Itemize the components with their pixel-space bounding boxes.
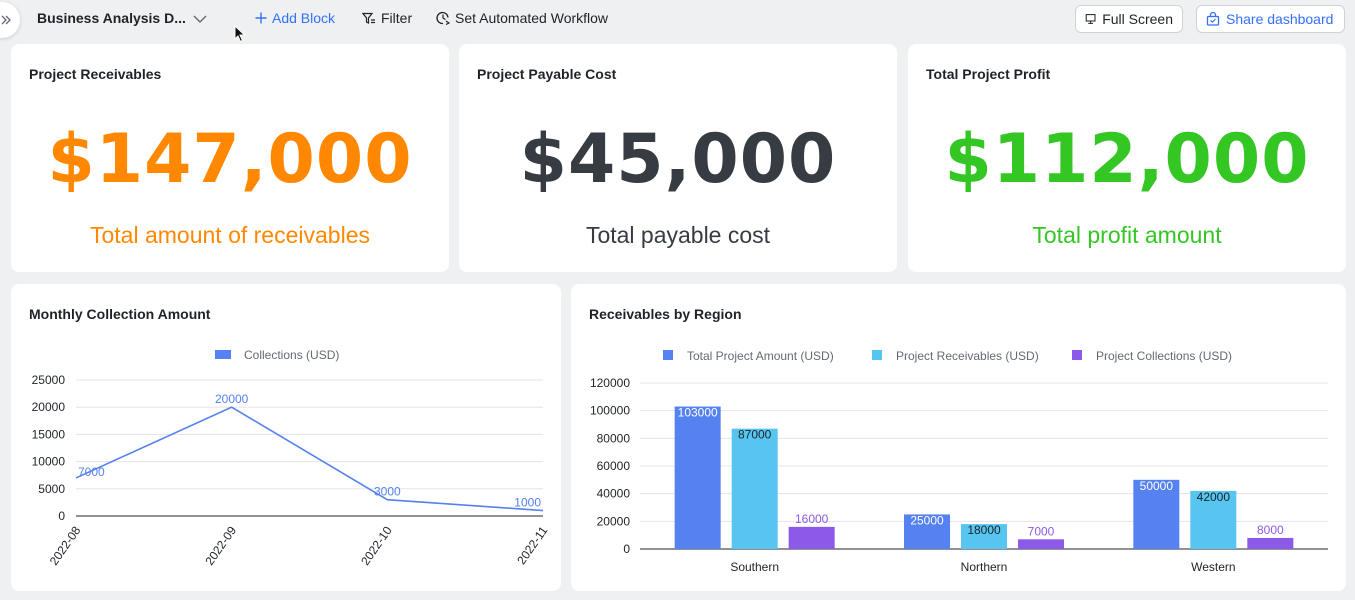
- x-tick-label: 2022-09: [202, 523, 239, 567]
- data-label: 3000: [374, 485, 401, 499]
- data-label: 7000: [1028, 524, 1055, 538]
- bar: [1247, 537, 1294, 549]
- data-label: 25000: [910, 513, 944, 527]
- set-automated-workflow-button[interactable]: Set Automated Workflow: [436, 10, 608, 26]
- plus-icon: [255, 12, 267, 24]
- legend-label: Project Receivables (USD): [896, 349, 1039, 363]
- bar: [731, 428, 778, 549]
- data-label: 16000: [795, 512, 829, 526]
- bar-chart-card[interactable]: Receivables by Region Total Project Amou…: [571, 284, 1346, 591]
- dashboard-toolbar: Business Analysis D... Add Block Filter …: [0, 0, 1355, 43]
- filter-icon: [362, 12, 375, 24]
- legend-label: Project Collections (USD): [1096, 349, 1232, 363]
- kpi-value: $147,000: [47, 120, 413, 199]
- y-tick-label: 60000: [597, 459, 631, 473]
- x-tick-label: Southern: [730, 560, 779, 574]
- data-label: 103000: [678, 406, 718, 420]
- chevron-down-icon[interactable]: [192, 11, 208, 27]
- kpi-card-profit[interactable]: Total Project Profit $112,000 Total prof…: [908, 44, 1346, 272]
- presentation-screen-icon: [1085, 14, 1096, 24]
- data-label: 42000: [1197, 490, 1231, 504]
- kpi-card-receivables[interactable]: Project Receivables $147,000 Total amoun…: [11, 44, 449, 272]
- y-tick-label: 100000: [590, 404, 630, 418]
- workflow-icon: [436, 11, 450, 25]
- y-tick-label: 0: [58, 509, 65, 523]
- legend-swatch: [872, 350, 882, 360]
- x-tick-label: 2022-11: [514, 523, 550, 567]
- card-title: Total Project Profit: [926, 66, 1051, 82]
- y-tick-label: 5000: [38, 482, 65, 496]
- kpi-value: $112,000: [944, 120, 1310, 199]
- kpi-value: $45,000: [519, 120, 837, 199]
- bar: [904, 514, 950, 549]
- share-dashboard-label: Share dashboard: [1226, 11, 1334, 27]
- kpi-card-payable-cost[interactable]: Project Payable Cost $45,000 Total payab…: [459, 44, 897, 272]
- data-label: 7000: [78, 465, 105, 479]
- share-bag-icon: [1206, 12, 1220, 26]
- bar: [1190, 490, 1237, 549]
- y-tick-label: 20000: [597, 514, 631, 528]
- x-tick-label: 2022-10: [358, 523, 395, 567]
- add-block-label: Add Block: [272, 10, 336, 26]
- bar: [788, 526, 835, 549]
- add-block-button[interactable]: Add Block: [255, 10, 335, 26]
- bar: [1133, 479, 1180, 549]
- data-label: 18000: [967, 523, 1001, 537]
- y-tick-label: 20000: [32, 400, 66, 414]
- bar: [674, 406, 721, 549]
- y-tick-label: 120000: [590, 376, 630, 390]
- card-title: Project Receivables: [29, 66, 162, 82]
- mouse-cursor-icon: [234, 25, 246, 43]
- kpi-label: Total payable cost: [585, 222, 771, 248]
- bar: [961, 524, 1007, 549]
- filter-button[interactable]: Filter: [362, 10, 412, 26]
- double-chevron-right-icon: [1, 15, 11, 25]
- chart-title: Receivables by Region: [589, 306, 742, 322]
- series-line: [75, 406, 544, 512]
- line-chart-card[interactable]: Monthly Collection Amount Collections (U…: [11, 284, 561, 591]
- full-screen-button[interactable]: Full Screen: [1075, 5, 1183, 33]
- data-label: 20000: [215, 392, 249, 406]
- card-title: Project Payable Cost: [477, 66, 617, 82]
- y-tick-label: 0: [623, 542, 630, 556]
- legend-swatch: [663, 350, 673, 360]
- full-screen-label: Full Screen: [1102, 11, 1173, 27]
- line-chart: Collections (USD) 0 5000 10000 15000 20000 250…: [32, 348, 551, 568]
- data-label: 50000: [1140, 479, 1174, 493]
- y-tick-label: 15000: [32, 427, 66, 441]
- y-tick-label: 80000: [597, 431, 631, 445]
- legend-label: Total Project Amount (USD): [687, 349, 834, 363]
- data-label: 87000: [738, 428, 772, 442]
- x-tick-label: 2022-08: [47, 523, 84, 567]
- expand-sidebar-button[interactable]: [0, 2, 20, 38]
- filter-label: Filter: [381, 10, 413, 26]
- legend-label: Collections (USD): [244, 348, 339, 362]
- dashboard-title[interactable]: Business Analysis D...: [37, 10, 186, 26]
- legend-swatch: [1072, 350, 1082, 360]
- y-tick-label: 25000: [32, 373, 66, 387]
- data-label: 8000: [1257, 523, 1284, 537]
- workflow-label: Set Automated Workflow: [455, 10, 609, 26]
- legend-swatch: [215, 350, 231, 359]
- kpi-label: Total profit amount: [1032, 222, 1222, 248]
- x-tick-label: Northern: [961, 560, 1008, 574]
- y-tick-label: 10000: [32, 455, 66, 469]
- bar: [1018, 539, 1064, 549]
- share-dashboard-button[interactable]: Share dashboard: [1196, 5, 1345, 33]
- x-tick-label: Western: [1191, 560, 1235, 574]
- chart-title: Monthly Collection Amount: [29, 306, 211, 322]
- y-tick-label: 40000: [597, 487, 631, 501]
- data-label: 1000: [514, 496, 541, 510]
- bar-chart: Total Project Amount (USD) Project Receiv…: [590, 349, 1328, 574]
- kpi-label: Total amount of receivables: [90, 222, 370, 248]
